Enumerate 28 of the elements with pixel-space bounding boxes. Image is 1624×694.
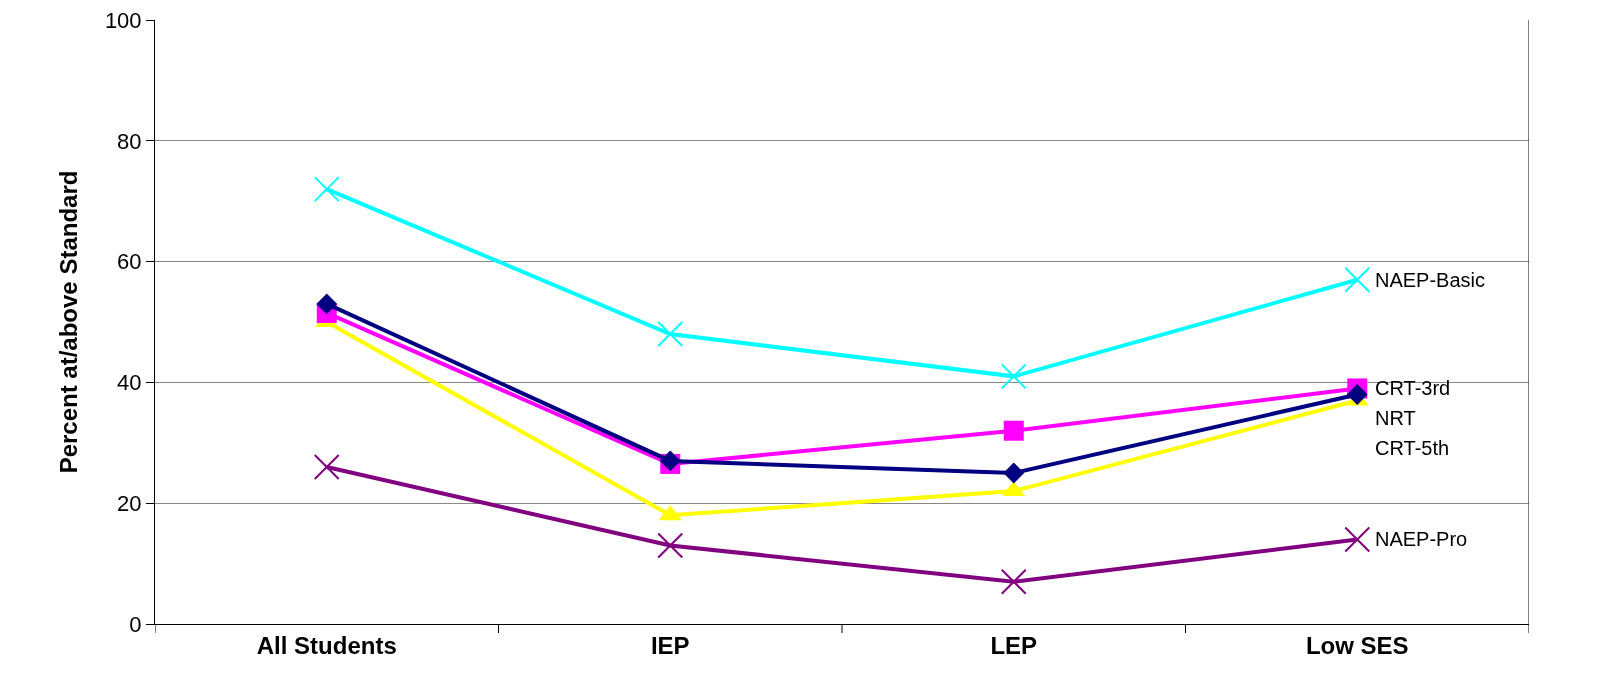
x-tick-label: IEP	[650, 631, 690, 659]
x-tick-label: All Students	[256, 631, 397, 659]
point	[313, 176, 340, 203]
point	[316, 293, 338, 315]
series-label: NRT	[1375, 407, 1416, 429]
x-tick-label: Low SES	[1305, 631, 1409, 659]
y-tick-label: 60	[117, 249, 142, 275]
point	[1000, 568, 1027, 595]
y-tick-label: 0	[129, 611, 142, 637]
point	[1003, 462, 1025, 484]
point	[1000, 363, 1027, 390]
series-label: NAEP-Pro	[1375, 528, 1468, 550]
point	[1344, 526, 1371, 553]
series-label: CRT-3rd	[1375, 377, 1451, 399]
x-tick-label: LEP	[990, 631, 1038, 659]
y-tick-label: 80	[117, 128, 142, 154]
y-tick-label: 100	[104, 7, 142, 33]
point	[313, 453, 340, 480]
point	[657, 532, 684, 559]
y-tick-label: 20	[117, 490, 142, 516]
point	[1344, 266, 1371, 293]
point	[657, 321, 684, 348]
series-label: NAEP-Basic	[1375, 269, 1486, 291]
series-label: CRT-5th	[1375, 437, 1450, 459]
point	[1003, 420, 1024, 441]
y-axis-title: Percent at/above Standard	[54, 170, 82, 474]
y-tick-label: 40	[117, 370, 142, 396]
point	[1346, 384, 1368, 405]
